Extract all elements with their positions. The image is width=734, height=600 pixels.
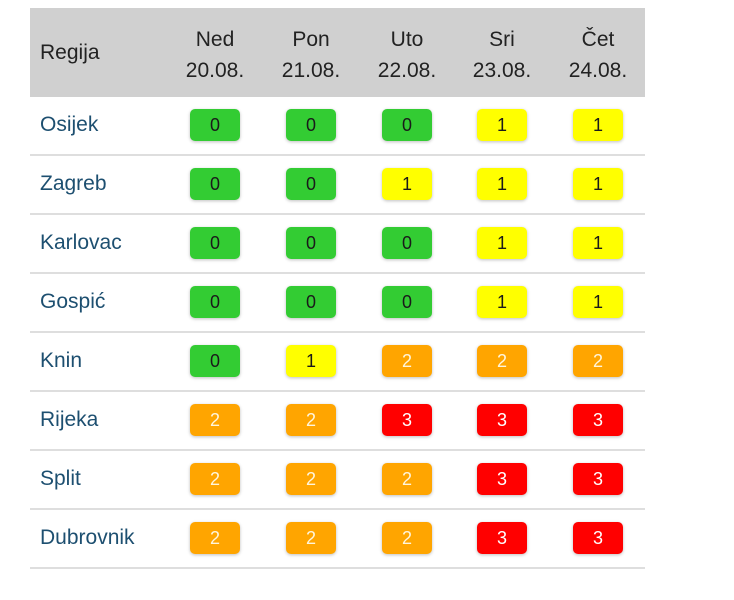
warning-level-badge: 2 [477, 345, 527, 377]
warning-level-badge: 0 [190, 286, 240, 318]
region-link[interactable]: Dubrovnik [40, 526, 135, 549]
warning-level-badge: 2 [286, 522, 336, 554]
warning-table: Regija Ned 20.08. Pon 21.08. Uto 22.08. Sri 23.… [30, 8, 645, 569]
warning-level-badge: 0 [286, 286, 336, 318]
day-name: Uto [390, 28, 424, 51]
warning-level-badge: 1 [573, 168, 623, 200]
warning-level-badge: 0 [382, 227, 432, 259]
day-date: 21.08. [281, 59, 341, 82]
warning-level-badge: 0 [286, 109, 336, 141]
day-column-header: Uto 22.08. [359, 24, 455, 86]
region-link[interactable]: Knin [40, 349, 83, 372]
warning-level-badge: 3 [477, 522, 527, 554]
warning-level-badge: 1 [573, 227, 623, 259]
table-row: Knin 0 1 2 2 2 [30, 333, 645, 392]
region-link[interactable]: Osijek [40, 113, 99, 136]
warning-level-badge: 3 [573, 522, 623, 554]
warning-level-badge: 2 [190, 404, 240, 436]
warning-level-badge: 3 [573, 404, 623, 436]
warning-level-badge: 3 [573, 463, 623, 495]
warning-level-badge: 2 [190, 463, 240, 495]
warning-level-badge: 0 [286, 227, 336, 259]
table-row: Zagreb 0 0 1 1 1 [30, 156, 645, 215]
table-row: Split 2 2 2 3 3 [30, 451, 645, 510]
day-name: Sri [489, 28, 515, 51]
day-date: 22.08. [377, 59, 437, 82]
warning-level-badge: 0 [382, 109, 432, 141]
day-column-header: Pon 21.08. [263, 24, 359, 86]
table-body: Osijek 0 0 0 1 1 Zagreb 0 0 1 1 1 Karlovac 0 0 0 1 1 Gospi… [30, 97, 645, 569]
warning-level-badge: 1 [573, 286, 623, 318]
day-column-header: Čet 24.08. [550, 24, 646, 86]
warning-level-badge: 0 [190, 345, 240, 377]
warning-level-badge: 1 [477, 227, 527, 259]
day-name: Ned [195, 28, 235, 51]
table-row: Karlovac 0 0 0 1 1 [30, 215, 645, 274]
region-link[interactable]: Zagreb [40, 172, 107, 195]
table-row: Rijeka 2 2 3 3 3 [30, 392, 645, 451]
region-link[interactable]: Gospić [40, 290, 106, 313]
table-row: Gospić 0 0 0 1 1 [30, 274, 645, 333]
warning-level-badge: 3 [477, 463, 527, 495]
warning-level-badge: 0 [286, 168, 336, 200]
warning-level-badge: 2 [286, 463, 336, 495]
warning-level-badge: 2 [573, 345, 623, 377]
warning-level-badge: 2 [382, 463, 432, 495]
warning-level-badge: 0 [190, 227, 240, 259]
table-row: Dubrovnik 2 2 2 3 3 [30, 510, 645, 569]
region-column-header: Regija [40, 41, 100, 64]
region-link[interactable]: Karlovac [40, 231, 122, 254]
region-link[interactable]: Rijeka [40, 408, 99, 431]
warning-level-badge: 1 [477, 168, 527, 200]
day-name: Pon [292, 28, 330, 51]
region-link[interactable]: Split [40, 467, 81, 490]
day-column-header: Sri 23.08. [454, 24, 550, 86]
warning-level-badge: 3 [382, 404, 432, 436]
day-column-header: Ned 20.08. [167, 24, 263, 86]
warning-level-badge: 1 [573, 109, 623, 141]
day-name: Čet [581, 28, 615, 51]
warning-level-badge: 2 [382, 345, 432, 377]
table-row: Osijek 0 0 0 1 1 [30, 97, 645, 156]
warning-level-badge: 1 [286, 345, 336, 377]
day-date: 20.08. [185, 59, 245, 82]
day-date: 23.08. [472, 59, 532, 82]
warning-level-badge: 1 [477, 286, 527, 318]
warning-level-badge: 2 [190, 522, 240, 554]
warning-level-badge: 0 [190, 109, 240, 141]
warning-level-badge: 2 [286, 404, 336, 436]
warning-level-badge: 2 [382, 522, 432, 554]
table-header: Regija Ned 20.08. Pon 21.08. Uto 22.08. Sri 23.… [30, 8, 645, 97]
warning-level-badge: 3 [477, 404, 527, 436]
warning-level-badge: 0 [190, 168, 240, 200]
warning-level-badge: 0 [382, 286, 432, 318]
day-date: 24.08. [568, 59, 628, 82]
warning-level-badge: 1 [477, 109, 527, 141]
warning-level-badge: 1 [382, 168, 432, 200]
